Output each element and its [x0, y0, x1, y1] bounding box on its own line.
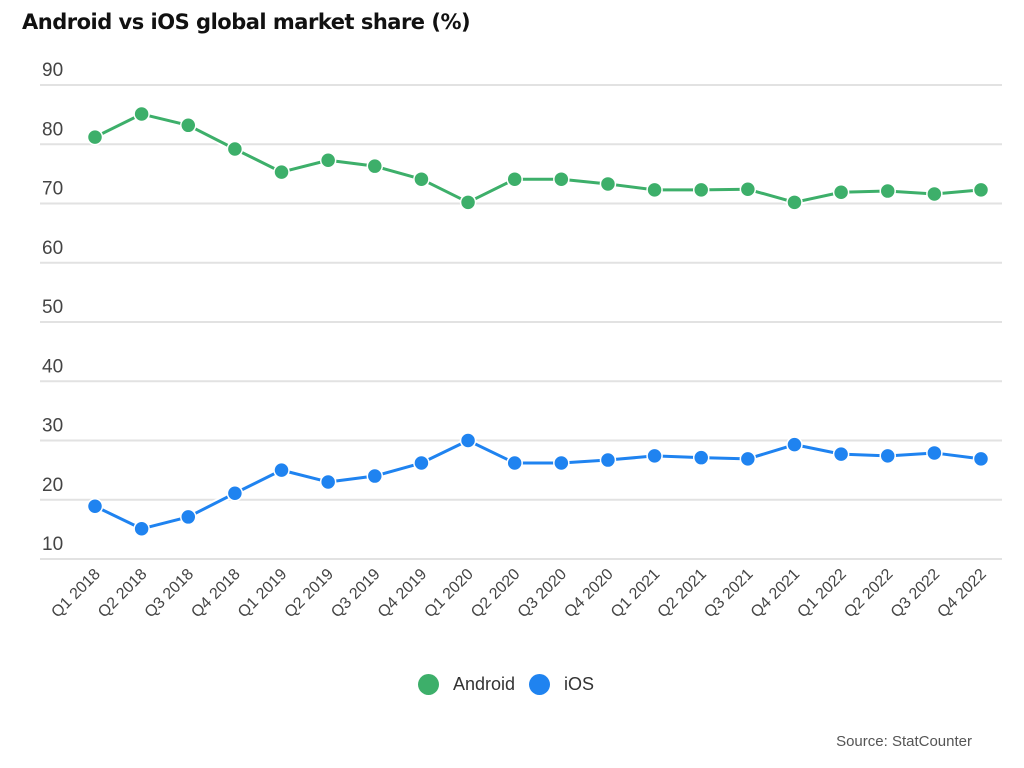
data-point[interactable] [413, 170, 430, 188]
data-point[interactable] [273, 461, 290, 479]
y-tick-label: 20 [42, 475, 63, 496]
data-point[interactable] [366, 157, 384, 175]
legend-label-ios: iOS [564, 674, 595, 694]
x-tick-label: Q2 2021 [655, 566, 710, 621]
x-tick-label: Q1 2018 [48, 566, 103, 621]
y-tick-label: 60 [42, 238, 63, 259]
x-tick-label: Q2 2019 [282, 566, 337, 621]
x-tick-label: Q4 2018 [188, 566, 243, 621]
data-point[interactable] [972, 450, 990, 468]
x-tick-label: Q1 2021 [608, 566, 663, 621]
x-tick-label: Q1 2022 [795, 566, 850, 621]
data-point[interactable] [506, 170, 523, 188]
series-ios [86, 432, 990, 538]
data-point[interactable] [786, 194, 803, 211]
data-point[interactable] [646, 181, 663, 199]
data-point[interactable] [879, 182, 896, 200]
source-note: Source: StatCounter [836, 733, 972, 750]
data-point[interactable] [879, 447, 896, 465]
data-point[interactable] [226, 140, 244, 158]
data-point[interactable] [646, 447, 663, 465]
data-point[interactable] [86, 498, 104, 515]
data-point[interactable] [832, 445, 850, 463]
data-point[interactable] [86, 128, 104, 146]
data-point[interactable] [366, 467, 384, 485]
x-tick-label: Q4 2020 [561, 566, 616, 621]
data-point[interactable] [739, 450, 757, 468]
y-tick-label: 70 [42, 179, 63, 200]
series-group [86, 105, 990, 538]
data-point[interactable] [273, 163, 290, 181]
data-point[interactable] [553, 454, 570, 472]
y-tick-label: 50 [42, 297, 63, 318]
y-tick-label: 10 [42, 534, 63, 555]
data-point[interactable] [599, 175, 617, 193]
y-tick-label: 90 [42, 60, 63, 81]
data-point[interactable] [133, 105, 150, 123]
data-point[interactable] [926, 185, 943, 203]
x-tick-label: Q3 2022 [888, 566, 943, 621]
legend-swatch-android [418, 674, 439, 695]
data-point[interactable] [692, 449, 710, 466]
legend-item-android[interactable]: Android [418, 674, 515, 695]
data-point[interactable] [739, 181, 757, 198]
x-tick-label: Q3 2019 [328, 566, 383, 621]
data-point[interactable] [832, 183, 850, 201]
y-tick-label: 80 [42, 119, 63, 140]
data-point[interactable] [133, 520, 150, 538]
x-tick-label: Q3 2021 [701, 566, 756, 621]
legend-item-ios[interactable]: iOS [529, 674, 594, 695]
data-point[interactable] [319, 151, 337, 169]
data-point[interactable] [599, 451, 617, 469]
x-tick-label: Q1 2020 [421, 566, 476, 621]
x-tick-label: Q4 2022 [934, 566, 989, 621]
y-tick-label: 30 [42, 416, 63, 437]
x-tick-label: Q3 2020 [515, 566, 570, 621]
gridlines [40, 84, 1002, 560]
data-point[interactable] [180, 508, 197, 526]
data-point[interactable] [692, 181, 710, 199]
data-point[interactable] [972, 181, 990, 199]
data-point[interactable] [180, 117, 197, 134]
series-android [86, 105, 990, 211]
data-point[interactable] [459, 194, 477, 211]
x-tick-label: Q3 2018 [142, 566, 197, 621]
data-point[interactable] [506, 454, 523, 472]
data-point[interactable] [459, 432, 477, 449]
x-tick-label: Q2 2022 [841, 566, 896, 621]
y-tick-label: 40 [42, 356, 63, 377]
legend-swatch-ios [529, 674, 551, 695]
chart-title: Android vs iOS global market share (%) [22, 10, 471, 34]
data-point[interactable] [786, 436, 803, 453]
x-tick-label: Q4 2019 [375, 566, 430, 621]
legend-label-android: Android [453, 674, 516, 694]
x-tick-label: Q1 2019 [235, 566, 290, 621]
x-tick-label: Q2 2018 [95, 566, 150, 621]
data-point[interactable] [226, 484, 244, 502]
x-tick-label: Q2 2020 [468, 566, 523, 621]
x-tick-label: Q4 2021 [748, 566, 803, 621]
data-point[interactable] [926, 444, 943, 462]
data-point[interactable] [413, 454, 430, 472]
data-point[interactable] [553, 170, 570, 188]
legend: Android iOS [418, 674, 608, 695]
data-point[interactable] [319, 473, 337, 491]
y-axis-ticks: 90 80 70 60 50 40 30 20 10 [42, 60, 63, 555]
